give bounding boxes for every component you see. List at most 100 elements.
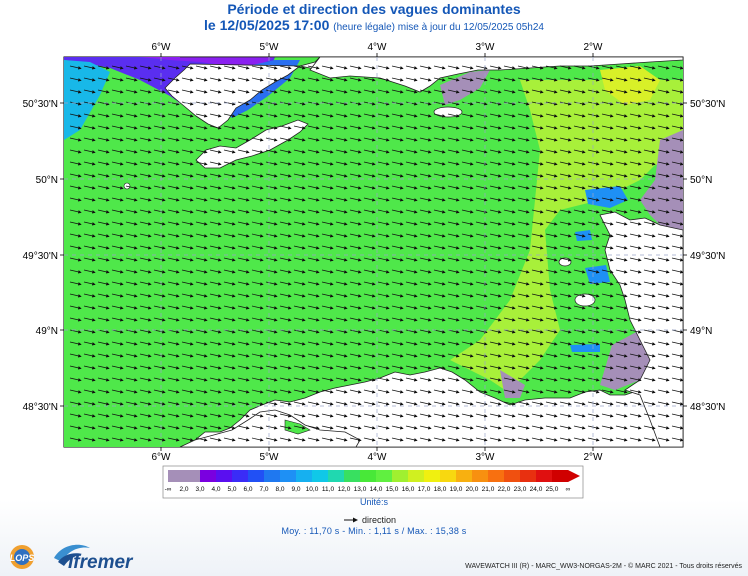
direction-arrow <box>181 257 194 262</box>
direction-arrow <box>237 269 250 274</box>
direction-arrow <box>307 293 320 298</box>
direction-arrow <box>293 293 306 298</box>
direction-arrow <box>657 77 670 82</box>
direction-arrow <box>335 269 348 274</box>
direction-arrow <box>251 245 264 250</box>
direction-arrow <box>419 89 432 94</box>
direction-arrow <box>321 89 334 94</box>
direction-arrow <box>209 269 222 274</box>
sea-shorter-period-zone <box>450 80 683 390</box>
direction-arrow <box>419 65 432 70</box>
direction-arrow <box>629 233 642 238</box>
direction-arrow <box>531 281 544 286</box>
direction-arrow <box>489 257 502 262</box>
direction-arrow <box>195 233 208 238</box>
direction-arrow <box>69 89 82 94</box>
direction-arrow <box>671 185 683 190</box>
direction-arrow <box>321 245 334 250</box>
direction-arrow <box>363 197 376 202</box>
direction-arrow <box>559 77 572 82</box>
direction-arrow <box>419 257 432 262</box>
direction-arrow <box>265 293 278 298</box>
direction-arrow <box>587 89 600 94</box>
direction-arrow <box>643 257 656 262</box>
direction-arrow <box>391 257 404 262</box>
direction-arrow <box>671 77 683 82</box>
direction-arrow <box>489 209 502 214</box>
direction-arrow <box>111 305 124 310</box>
direction-arrow <box>531 305 544 310</box>
direction-arrow <box>601 149 614 154</box>
direction-arrow <box>531 257 544 262</box>
direction-arrow <box>573 257 586 262</box>
direction-arrow <box>251 281 264 286</box>
direction-arrow <box>671 101 683 106</box>
direction-arrow <box>237 77 250 82</box>
direction-arrow <box>377 281 390 286</box>
direction-arrow <box>671 233 683 238</box>
direction-arrow <box>489 269 502 274</box>
direction-arrow <box>125 209 138 214</box>
direction-arrow <box>167 197 180 202</box>
direction-arrow <box>643 281 656 286</box>
direction-arrow <box>83 89 96 94</box>
direction-arrow <box>475 245 488 250</box>
direction-arrow <box>111 113 124 118</box>
direction-arrow <box>601 221 614 226</box>
direction-arrow <box>363 173 376 178</box>
direction-arrow <box>643 245 656 250</box>
direction-arrow <box>573 149 586 154</box>
direction-arrow <box>671 137 683 142</box>
direction-arrow <box>279 125 292 130</box>
direction-arrow <box>125 173 138 178</box>
direction-arrow <box>237 89 250 94</box>
direction-arrow <box>265 221 278 226</box>
direction-arrow <box>363 233 376 238</box>
direction-arrow <box>153 65 166 70</box>
direction-arrow <box>405 125 418 130</box>
direction-arrow <box>195 65 208 70</box>
direction-arrow <box>587 65 600 70</box>
direction-arrow <box>573 281 586 286</box>
direction-arrow <box>573 89 586 94</box>
direction-arrow <box>671 221 683 226</box>
direction-arrow <box>335 293 348 298</box>
direction-arrow <box>671 209 683 214</box>
direction-arrow <box>587 245 600 250</box>
direction-arrow <box>503 305 516 310</box>
direction-arrow <box>461 173 474 178</box>
direction-arrow <box>237 137 250 142</box>
direction-arrow <box>629 245 642 250</box>
direction-arrow <box>139 305 152 310</box>
direction-arrow <box>251 233 264 238</box>
direction-arrow <box>517 245 530 250</box>
direction-arrow <box>531 185 544 190</box>
direction-arrow <box>615 161 628 166</box>
direction-arrow <box>265 305 278 310</box>
direction-arrow <box>293 77 306 82</box>
direction-arrow <box>251 173 264 178</box>
direction-arrow <box>601 77 614 82</box>
direction-arrow <box>167 245 180 250</box>
direction-arrow <box>153 257 166 262</box>
direction-arrow <box>83 233 96 238</box>
direction-arrow <box>559 89 572 94</box>
direction-arrow <box>559 293 572 298</box>
direction-arrow <box>167 161 180 166</box>
direction-arrow <box>629 137 642 142</box>
direction-arrow <box>321 281 334 286</box>
direction-arrow <box>615 257 628 262</box>
direction-arrow <box>629 89 642 94</box>
direction-arrow <box>139 281 152 286</box>
direction-arrow <box>615 101 628 106</box>
direction-arrow <box>111 149 124 154</box>
legend-value-label: -∞ <box>165 486 172 493</box>
direction-arrow <box>629 197 642 202</box>
direction-arrow <box>125 137 138 142</box>
direction-arrow <box>517 89 530 94</box>
direction-arrow <box>475 149 488 154</box>
direction-arrow <box>545 89 558 94</box>
direction-arrow <box>643 161 656 166</box>
direction-arrow <box>615 293 628 298</box>
direction-arrow <box>307 233 320 238</box>
